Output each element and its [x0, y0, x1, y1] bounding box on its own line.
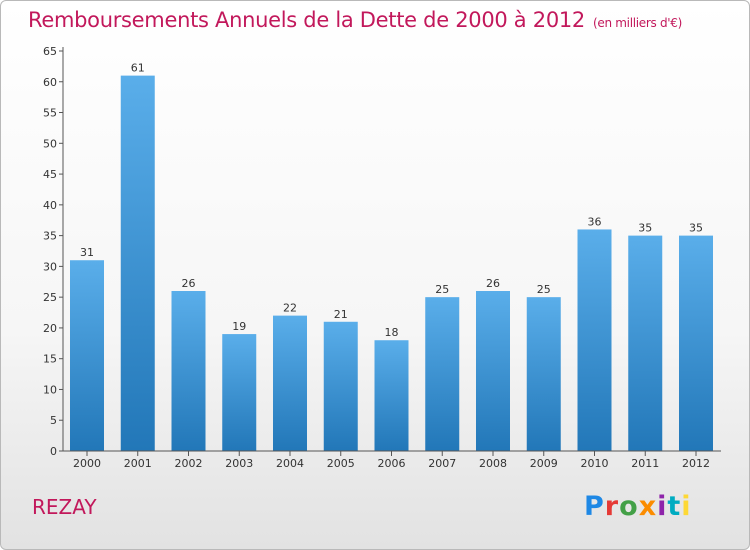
- x-tick-label: 2007: [428, 457, 456, 470]
- y-tick-label: 5: [50, 414, 57, 427]
- data-label: 18: [385, 326, 399, 339]
- data-label: 22: [283, 302, 297, 315]
- data-label: 25: [435, 283, 449, 296]
- logo-letter: t: [667, 491, 682, 522]
- data-label: 31: [80, 246, 94, 259]
- x-tick-label: 2001: [124, 457, 152, 470]
- chart-title-text: Remboursements Annuels de la Dette de 20…: [28, 8, 585, 32]
- y-tick-label: 50: [43, 137, 57, 150]
- y-tick-label: 60: [43, 76, 57, 89]
- data-label: 61: [131, 62, 145, 75]
- proxiti-logo[interactable]: Proxiti: [584, 491, 692, 522]
- data-label: 25: [537, 283, 551, 296]
- logo-letter: x: [638, 491, 658, 522]
- data-label: 35: [689, 222, 703, 235]
- bar: [476, 291, 510, 451]
- x-tick-label: 2012: [682, 457, 710, 470]
- data-label: 26: [182, 277, 196, 290]
- commune-name: REZAY: [32, 495, 97, 519]
- x-tick-label: 2010: [581, 457, 609, 470]
- bar: [70, 260, 104, 451]
- x-tick-label: 2002: [175, 457, 203, 470]
- y-tick-label: 0: [50, 445, 57, 458]
- bar: [679, 235, 713, 451]
- y-tick-label: 15: [43, 353, 57, 366]
- bar: [374, 340, 409, 451]
- data-label: 35: [638, 222, 652, 235]
- x-tick-label: 2008: [479, 457, 507, 470]
- x-tick-label: 2003: [225, 457, 253, 470]
- data-label: 26: [486, 277, 500, 290]
- y-tick-label: 25: [43, 291, 57, 304]
- y-tick-label: 20: [43, 322, 57, 335]
- bar: [526, 297, 561, 451]
- y-tick-label: 35: [43, 230, 57, 243]
- logo-letter: i: [681, 491, 692, 522]
- y-tick-label: 40: [43, 199, 57, 212]
- logo-letter: P: [584, 491, 605, 522]
- bar: [577, 229, 612, 451]
- bar: [323, 321, 358, 451]
- logo-letter: i: [657, 491, 668, 522]
- bar: [171, 291, 206, 451]
- logo-letter: o: [619, 491, 639, 522]
- x-tick-label: 2004: [276, 457, 304, 470]
- y-tick-label: 30: [43, 260, 57, 273]
- x-tick-label: 2005: [327, 457, 355, 470]
- bar: [628, 235, 663, 451]
- x-tick-label: 2006: [378, 457, 406, 470]
- data-label: 21: [334, 308, 348, 321]
- data-label: 19: [232, 320, 246, 333]
- bar: [425, 297, 460, 451]
- y-tick-label: 55: [43, 107, 57, 120]
- y-tick-label: 45: [43, 168, 57, 181]
- chart-subtitle: (en milliers d'€): [593, 16, 683, 30]
- bar: [273, 315, 307, 451]
- y-tick-label: 65: [43, 45, 57, 58]
- y-tick-label: 10: [43, 383, 57, 396]
- chart-title: Remboursements Annuels de la Dette de 20…: [28, 8, 682, 32]
- bar: [222, 334, 257, 451]
- x-tick-label: 2011: [631, 457, 659, 470]
- logo-letter: r: [604, 491, 620, 522]
- bar: [120, 75, 155, 451]
- x-tick-label: 2000: [73, 457, 101, 470]
- x-tick-label: 2009: [530, 457, 558, 470]
- data-label: 36: [588, 215, 602, 228]
